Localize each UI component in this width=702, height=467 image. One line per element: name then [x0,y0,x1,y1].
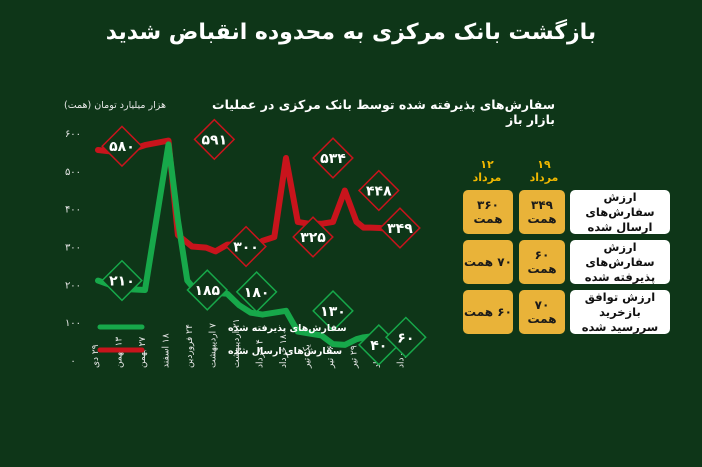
data-label: ۶۰ [397,330,414,346]
data-label: ۱۸۰ [244,285,270,301]
y-tick-label: ۳۰۰ [65,243,81,254]
data-label: ۳۰۰ [233,240,259,256]
marker-diamond [312,289,354,332]
data-label: ۴۴۸ [366,184,392,200]
x-tick-label: ۴ خرداد [256,339,266,368]
y-axis-label: هزار میلیارد تومان (همت) [64,100,166,111]
data-label: ۲۱۰ [109,274,135,290]
x-tick-label: ۲۱ اردیبهشت [232,318,242,368]
table-cell-1-1: ۳۴۹ همت [519,190,565,234]
table-header-col-2: ۱۲ مرداد [470,158,504,184]
data-label: ۴۰ [370,338,387,354]
data-label-marker: ۵۸۰ [101,125,143,168]
data-label-marker: ۲۱۰ [101,259,143,302]
y-tick-label: ۶۰۰ [65,129,81,140]
table-row-label-2: ارزش سفارش‌های پذیرفته شده [570,240,670,284]
data-label-marker: ۶۰ [384,316,427,359]
marker-diamond [379,207,421,249]
legend-label-2: سفارش‌های پذیرفته شده [228,323,347,334]
x-tick-label: ۲۴ فروردین [185,324,195,368]
data-label: ۳۲۵ [300,230,326,246]
marker-diamond [384,316,427,359]
marker-diamond [193,118,236,161]
data-label: ۵۹۱ [202,132,228,148]
y-tick-label: ۱۰۰ [65,318,81,329]
x-tick-label: ۲۷ بهمن [138,337,148,368]
y-tick-label: ۵۰۰ [65,167,81,178]
marker-diamond [225,225,267,268]
marker-diamond [292,216,334,258]
x-tick-label: یک تیر [303,344,313,369]
marker-diamond [101,259,143,302]
x-tick-label: ۱۸ اسفند [162,333,172,368]
main-title: بازگشت بانک مرکزی به محدوده انقباض شدید [105,20,597,45]
table-row-label-1: ارزش سفارش‌های ارسال شده [570,190,670,234]
data-label-marker: ۳۴۹ [379,207,421,249]
table-cell-3-1: ۷۰ همت [519,290,565,334]
marker-diamond [101,125,143,168]
table-header-col-1: ۱۹ مرداد [527,158,561,184]
data-label: ۱۸۵ [194,283,220,299]
table-cell-3-2: ۶۰ همت [463,290,513,334]
data-label-marker: ۱۳۰ [312,289,354,332]
table-row-label-3: ارزش توافق بازخرید سررسید شده [570,290,670,334]
marker-diamond [186,269,229,311]
marker-diamond [312,137,354,179]
chart-title: سفارش‌های پذیرفته شده توسط بانک مرکزی در… [212,97,555,127]
data-label: ۵۸۰ [109,139,135,155]
table-header-col-1-day: ۱۹ [537,158,551,171]
table-cell-2-1: ۶۰ همت [519,240,565,284]
y-tick-label: ۰ [70,356,75,367]
marker-diamond [235,271,278,313]
y-tick-label: ۴۰۰ [65,205,81,216]
y-tick-label: ۲۰۰ [65,280,81,291]
x-tick-label: ۱۶ تیر [326,345,336,369]
table-header-col-2-month: مرداد [472,171,502,184]
data-label-marker: ۴۴۸ [357,169,400,212]
x-tick-label: ۷ اردیبهشت [209,323,219,368]
legend-label-1: سفارش‌های ارسال شده [228,346,342,357]
x-tick-label: ۲۹ تیر [350,345,360,369]
table-cell-2-2: ۷۰ همت [463,240,513,284]
data-label: ۵۳۴ [320,151,346,167]
table-cell-1-2: ۳۶۰ همت [463,190,513,234]
x-tick-label: ۱۸ خرداد [279,334,289,368]
data-label: ۱۳۰ [320,304,346,320]
series-line-2 [95,141,407,348]
data-label-marker: ۵۳۴ [312,137,354,179]
table-header-col-1-month: مرداد [529,171,559,184]
data-label-marker: ۱۸۰ [235,271,278,313]
data-label-marker: ۳۰۰ [225,225,267,268]
data-label-marker: ۵۹۱ [193,118,236,161]
x-tick-label: ۲۹ دی [91,344,101,368]
data-label-marker: ۱۸۵ [186,269,229,311]
table-header-col-2-day: ۱۲ [480,158,494,171]
data-label-marker: ۳۲۵ [292,216,334,258]
marker-diamond [357,169,400,212]
data-label: ۳۴۹ [387,221,413,237]
